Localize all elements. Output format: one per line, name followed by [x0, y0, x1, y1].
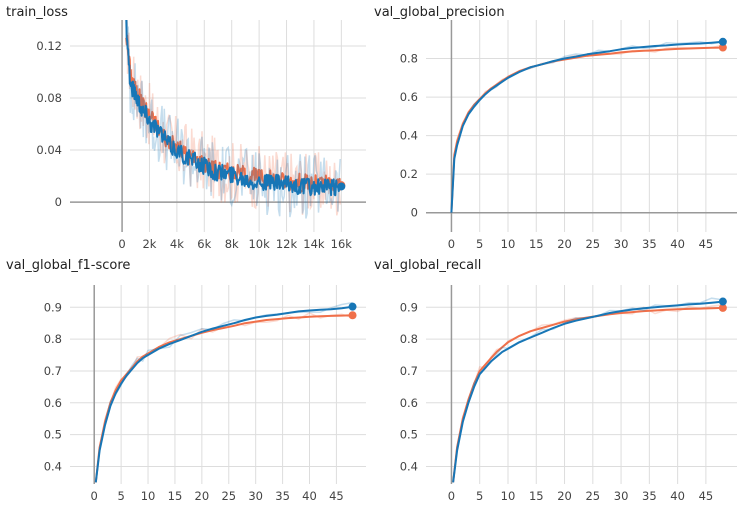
series-line — [452, 306, 723, 483]
y-tick-label: 0.8 — [400, 52, 418, 66]
x-tick-label: 35 — [642, 489, 657, 503]
chart-plot: 0 5 10 15 20 25 30 35 40 45 0 0.2 0.4 0.6 0.8 — [400, 20, 737, 251]
y-tick-label: 0 — [411, 206, 418, 220]
x-tick-label: 30 — [248, 489, 263, 503]
x-tick-label: 45 — [699, 237, 714, 251]
y-tick-label: 0 — [55, 195, 62, 209]
chart-title: train_loss — [6, 5, 68, 20]
x-tick-label: 45 — [329, 489, 344, 503]
y-tick-label: 0.6 — [400, 90, 418, 104]
x-tick-label: 35 — [275, 489, 290, 503]
x-tick-label: 10k — [248, 237, 270, 251]
x-tick-label: 0 — [448, 237, 455, 251]
x-tick-label: 15 — [529, 489, 544, 503]
x-tick-label: 5 — [117, 489, 124, 503]
x-tick-label: 45 — [699, 489, 714, 503]
y-tick-label: 0.6 — [44, 396, 62, 410]
x-tick-label: 20 — [557, 237, 572, 251]
x-tick-label: 10 — [501, 237, 516, 251]
x-tick-label: 40 — [302, 489, 317, 503]
x-tick-label: 40 — [670, 237, 685, 251]
chart-plot: 0 5 10 15 20 25 30 35 40 45 0.4 0.5 0.6 0.7 0.8 0.9 — [44, 285, 366, 503]
series-raw-line — [452, 303, 723, 483]
y-tick-label: 0.8 — [400, 332, 418, 346]
y-tick-label: 0.7 — [400, 364, 418, 378]
series-raw-line — [95, 312, 353, 483]
chart-panel-val-global-precision: val_global_precision 0 5 10 15 20 25 30 35 40 45 0… — [368, 0, 738, 253]
x-tick-label: 25 — [221, 489, 236, 503]
y-tick-label: 0.8 — [44, 332, 62, 346]
series-line — [450, 46, 723, 213]
series-end-point — [337, 182, 346, 191]
x-tick-label: 0 — [448, 489, 455, 503]
series-raw-line — [452, 297, 724, 483]
x-tick-label: 10 — [501, 489, 516, 503]
x-tick-label: 14k — [303, 237, 325, 251]
y-tick-label: 0.12 — [36, 39, 62, 53]
x-tick-label: 25 — [585, 489, 600, 503]
x-tick-label: 16k — [331, 237, 353, 251]
y-tick-label: 0.4 — [44, 459, 62, 473]
y-tick-label: 0.4 — [400, 129, 418, 143]
y-tick-label: 0.9 — [400, 300, 418, 314]
series-end-point — [718, 297, 727, 306]
x-tick-label: 30 — [614, 489, 629, 503]
y-tick-label: 0.08 — [36, 91, 62, 105]
chart-plot: 0 5 10 15 20 25 30 35 40 45 0.4 0.5 0.6 0.7 0.8 0.9 — [400, 285, 737, 503]
series-end-point — [348, 311, 357, 320]
series-line — [125, 20, 342, 197]
chart-plot: 0 2k 4k 6k 8k 10k 12k 14k 16k 0 0.04 0.08 0.12 — [36, 20, 366, 251]
y-tick-label: 0.7 — [44, 364, 62, 378]
y-tick-label: 0.2 — [400, 167, 418, 181]
chart-panel-val-global-f1-score: val_global_f1-score 0 5 10 15 20 25 30 35 40 45 0.… — [0, 253, 370, 506]
chart-title: val_global_precision — [374, 5, 505, 20]
chart-panel-val-global-recall: val_global_recall 0 5 10 15 20 25 30 35 40 45 0.4 0… — [368, 253, 738, 506]
series-raw-line — [95, 301, 353, 483]
y-tick-label: 0.5 — [44, 428, 62, 442]
x-tick-label: 15 — [168, 489, 183, 503]
x-tick-label: 6k — [197, 237, 211, 251]
y-tick-label: 0.9 — [44, 300, 62, 314]
x-tick-label: 0 — [91, 489, 98, 503]
x-tick-label: 10 — [141, 489, 156, 503]
x-tick-label: 5 — [476, 237, 483, 251]
x-tick-label: 4k — [170, 237, 184, 251]
y-tick-label: 0.04 — [36, 143, 62, 157]
x-tick-label: 20 — [195, 489, 210, 503]
x-tick-label: 30 — [614, 237, 629, 251]
x-tick-label: 40 — [670, 489, 685, 503]
x-tick-label: 5 — [476, 489, 483, 503]
series-raw-line — [450, 40, 724, 213]
x-tick-label: 8k — [225, 237, 239, 251]
chart-panel-train-loss: train_loss 0 2k 4k 6k 8k 10k 12k 14k 16k 0 0.04 0.0… — [0, 0, 370, 253]
series-end-point — [718, 43, 727, 52]
series-raw-line — [450, 44, 724, 213]
y-tick-label: 0.4 — [400, 459, 418, 473]
y-tick-label: 0.5 — [400, 428, 418, 442]
x-tick-label: 20 — [557, 489, 572, 503]
series-line — [94, 314, 353, 483]
chart-title: val_global_recall — [374, 258, 482, 273]
chart-title: val_global_f1-score — [6, 258, 131, 273]
series-line — [450, 40, 723, 213]
series-end-point — [718, 37, 727, 46]
x-tick-label: 0 — [118, 237, 125, 251]
series-line — [94, 305, 353, 483]
x-tick-label: 35 — [642, 237, 657, 251]
x-tick-label: 15 — [529, 237, 544, 251]
y-tick-label: 0.6 — [400, 396, 418, 410]
series-end-point — [718, 303, 727, 312]
x-tick-label: 12k — [276, 237, 298, 251]
series-line — [452, 300, 724, 483]
x-tick-label: 2k — [142, 237, 156, 251]
series-end-point — [348, 302, 357, 311]
x-tick-label: 25 — [585, 237, 600, 251]
